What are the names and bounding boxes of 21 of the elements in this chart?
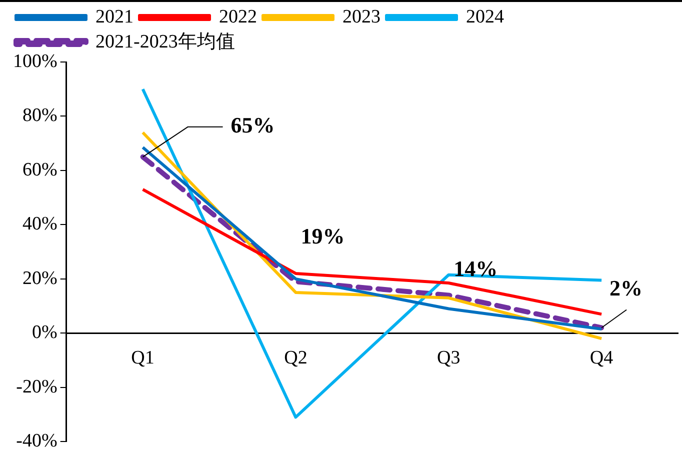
x-tick-label: Q3 [437, 348, 460, 369]
legend-label: 2024 [466, 6, 504, 28]
legend-label: 2023 [342, 6, 380, 28]
y-tick-label: 100% [13, 50, 58, 72]
annotation: 14% [454, 256, 498, 281]
y-tick-label: -40% [16, 430, 58, 452]
legend-label: 2022 [219, 6, 257, 28]
annotation: 2% [610, 275, 643, 300]
legend-label: 2021 [96, 6, 134, 28]
y-tick-label: -20% [16, 376, 58, 398]
annotation: 65% [230, 112, 275, 138]
y-tick-label: 80% [22, 105, 58, 126]
x-tick-label: Q4 [590, 348, 614, 369]
annotation: 19% [300, 223, 345, 248]
x-tick-label: Q1 [131, 348, 154, 369]
x-tick-label: Q2 [284, 348, 308, 369]
y-tick-label: 20% [22, 268, 58, 289]
legend-label: 2021-2023年均值 [96, 31, 235, 52]
y-tick-label: 40% [22, 214, 58, 235]
y-tick-label: 0% [32, 322, 58, 344]
y-tick-label: 60% [22, 159, 58, 180]
